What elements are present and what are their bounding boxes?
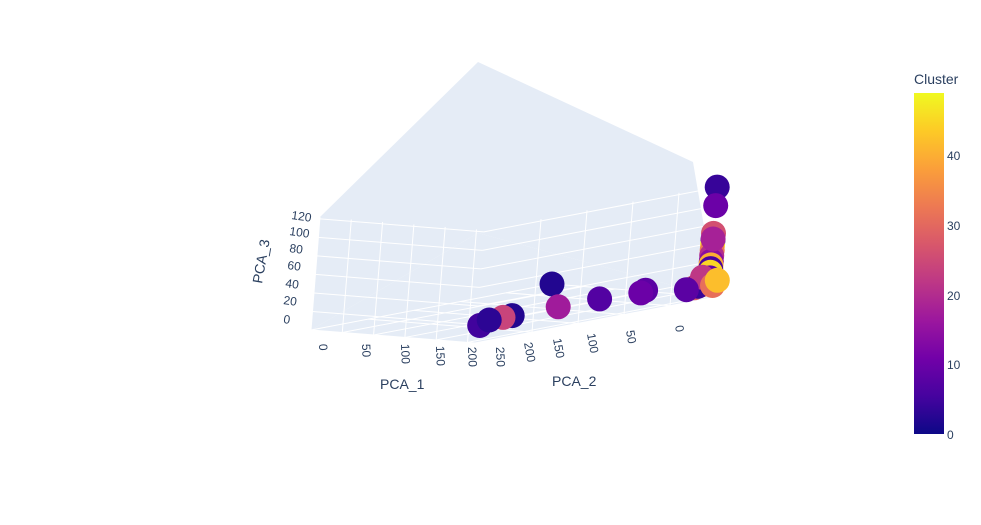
z-tick-label: 40 xyxy=(285,276,300,292)
colorbar-tick-label: 0 xyxy=(947,428,954,442)
y-tick-label: 100 xyxy=(584,332,601,354)
gridline xyxy=(483,185,725,233)
z-tick-label: 120 xyxy=(291,208,313,225)
data-point[interactable] xyxy=(703,193,729,219)
data-point[interactable] xyxy=(587,286,613,312)
colorbar: Cluster 0 10 20 30 40 xyxy=(914,71,961,442)
data-point[interactable] xyxy=(539,271,565,297)
gridline xyxy=(367,318,533,333)
gridline xyxy=(404,224,415,338)
gridline xyxy=(373,221,384,336)
gridline xyxy=(315,273,480,288)
y-axis-ticks: 200 150 100 50 0 xyxy=(521,324,687,363)
gridline xyxy=(342,285,584,333)
gridline xyxy=(480,222,722,270)
pane-floor xyxy=(311,233,716,343)
z-axis-ticks: 0 20 40 60 80 100 120 xyxy=(283,208,313,327)
y-axis-title: PCA_2 xyxy=(552,373,597,389)
gridline xyxy=(312,310,477,325)
gridline xyxy=(577,210,588,324)
data-point[interactable] xyxy=(704,174,730,200)
gridline xyxy=(669,192,680,306)
colorbar-tick-label: 10 xyxy=(947,358,961,372)
z-tick-label: 60 xyxy=(287,258,302,274)
gridline xyxy=(474,296,717,344)
gridline xyxy=(479,240,721,288)
y-tick-label: 0 xyxy=(672,324,687,333)
gridline xyxy=(435,226,446,340)
gridline xyxy=(310,329,476,344)
gridline xyxy=(310,283,553,331)
gridline xyxy=(319,218,484,233)
z-tick-label: 80 xyxy=(289,241,304,257)
x-axis-title: PCA_1 xyxy=(380,376,425,392)
z-tick-label: 100 xyxy=(289,224,311,241)
gridline xyxy=(531,219,542,333)
gridline xyxy=(482,203,724,251)
gridline xyxy=(623,201,634,315)
gridline xyxy=(310,216,321,331)
x-tick-label: 100 xyxy=(398,344,413,365)
gridline xyxy=(316,255,481,270)
x-tick-label: 200 xyxy=(465,347,480,368)
gridline xyxy=(477,259,720,307)
x-tick-label: 250 xyxy=(493,347,508,368)
gridline xyxy=(318,236,483,251)
pane-pca1-pca3 xyxy=(478,62,716,297)
colorbar-tick-label: 20 xyxy=(947,289,961,303)
data-point[interactable] xyxy=(704,267,730,293)
pane-pca2-pca3 xyxy=(311,62,478,330)
y-tick-label: 200 xyxy=(521,341,538,363)
data-point[interactable] xyxy=(545,294,571,320)
x-tick-label: 150 xyxy=(433,346,448,367)
x-tick-label: 50 xyxy=(359,344,373,358)
y-tick-label: 150 xyxy=(550,337,567,359)
colorbar-tick-label: 40 xyxy=(947,149,961,163)
y-tick-label: 50 xyxy=(623,329,639,345)
x-axis-ticks: 0 50 100 150 200 250 xyxy=(316,344,508,368)
data-points xyxy=(467,174,730,338)
data-point[interactable] xyxy=(673,277,699,303)
colorbar-tick-label: 30 xyxy=(947,219,961,233)
z-tick-label: 20 xyxy=(283,293,298,309)
gridline xyxy=(341,219,352,333)
z-axis-title: PCA_3 xyxy=(249,238,272,285)
z-tick-label: 0 xyxy=(283,312,292,327)
gridline xyxy=(467,295,709,343)
data-point[interactable] xyxy=(700,226,726,252)
data-point[interactable] xyxy=(476,307,502,333)
colorbar-title: Cluster xyxy=(914,71,959,87)
data-point[interactable] xyxy=(628,280,654,306)
colorbar-gradient-bar xyxy=(914,93,944,434)
x-tick-label: 0 xyxy=(316,344,330,351)
gridline xyxy=(313,292,478,307)
